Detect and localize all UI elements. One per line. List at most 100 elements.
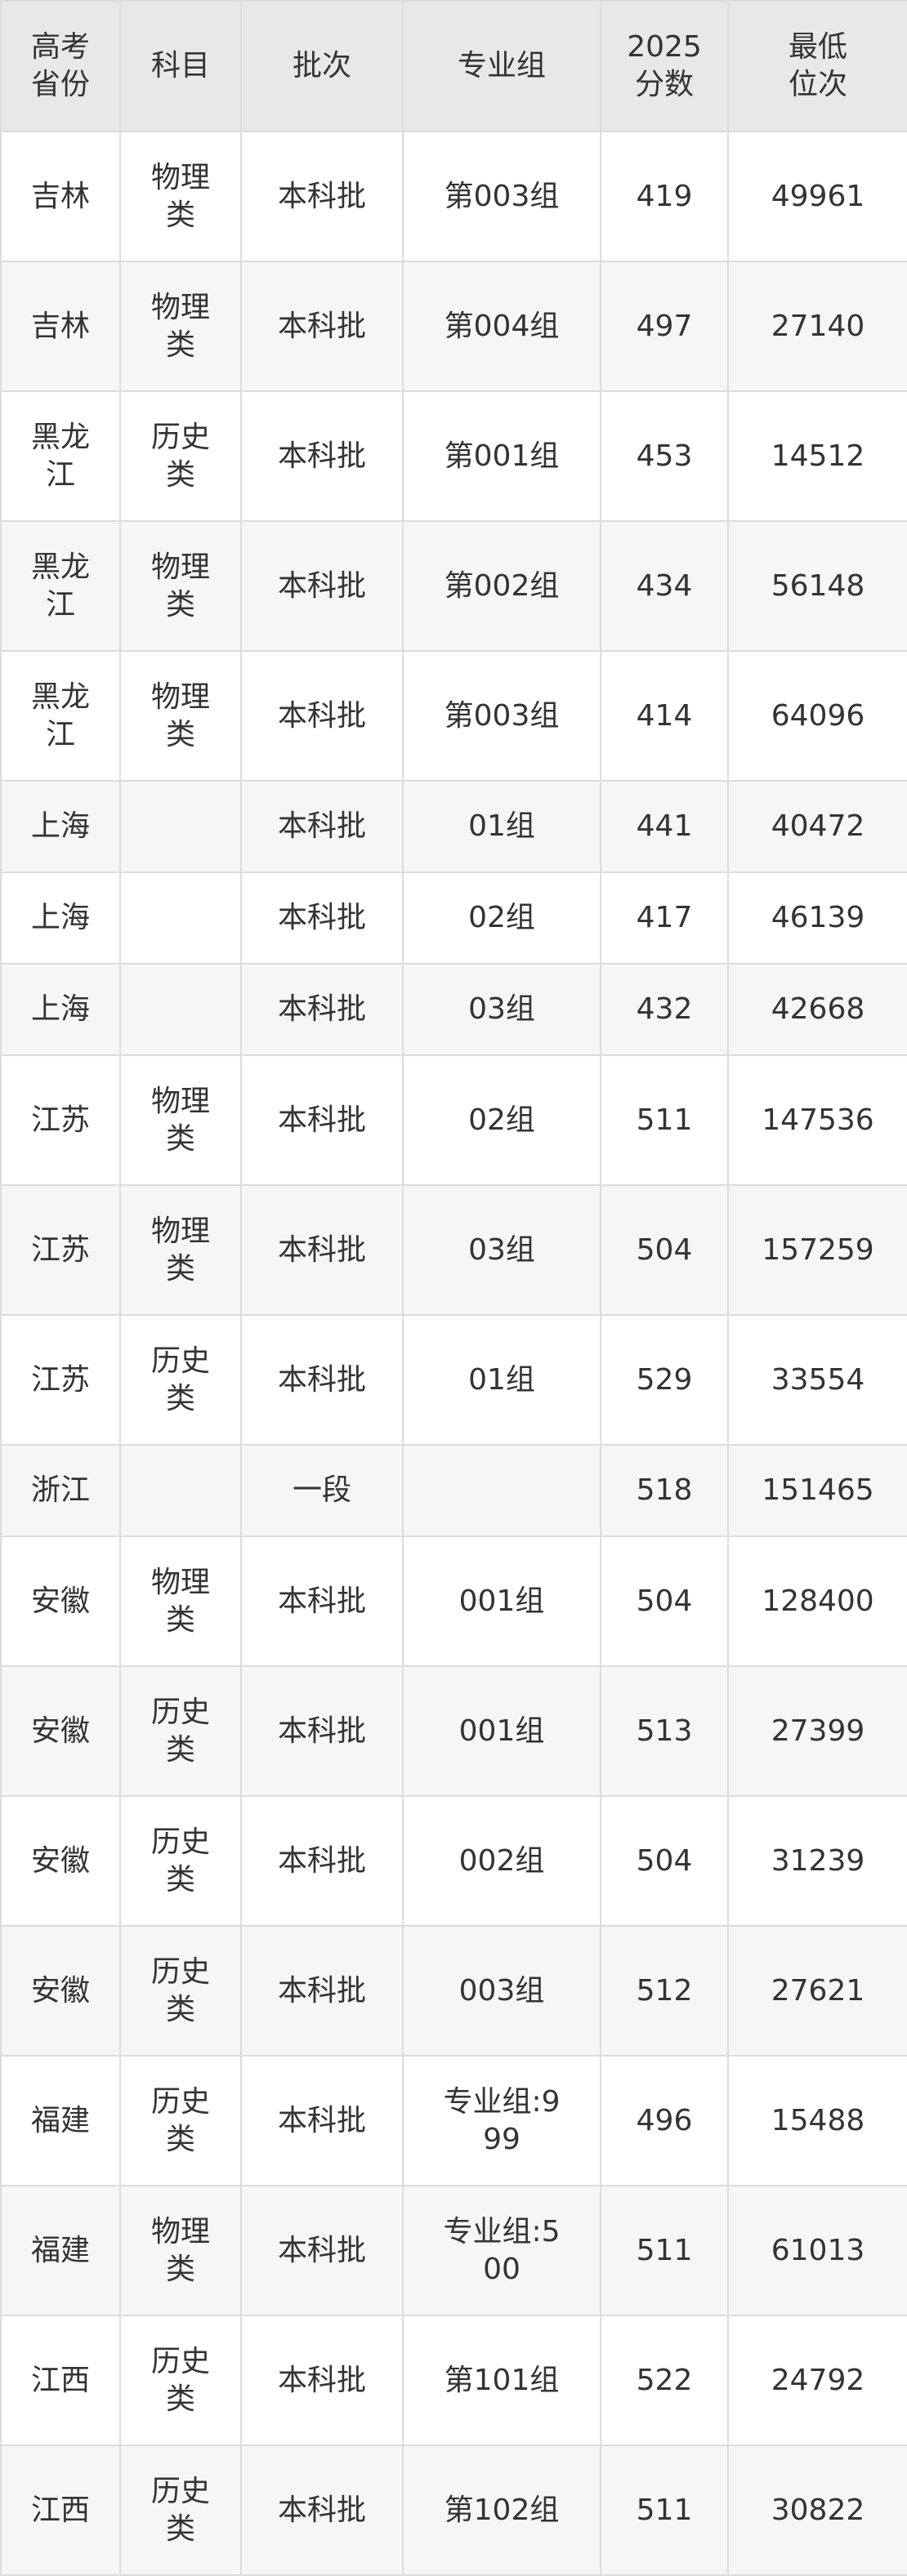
cell-text: 专业组:500 (443, 2214, 561, 2286)
cell-subject: 历史类 (119, 1795, 242, 1927)
cell-text: 518 (636, 1473, 693, 1507)
cell-text: 001组 (458, 1584, 545, 1618)
cell-text: 上海 (30, 901, 90, 934)
cell-text: 49961 (771, 179, 865, 213)
table-row: 上海 本科批 03组 432 42668 (0, 963, 907, 1056)
cell-province: 上海 (0, 963, 121, 1056)
cell-province: 安徽 (0, 1535, 121, 1667)
cell-score: 504 (600, 1535, 729, 1667)
cell-text: 31239 (771, 1843, 865, 1878)
cell-score: 511 (600, 2445, 729, 2576)
cell-text: 历史类 (150, 1695, 210, 1767)
cell-score: 496 (600, 2055, 729, 2186)
cell-text: 本科批 (277, 1584, 366, 1618)
cell-score: 414 (600, 650, 729, 782)
table-row: 浙江 一段 518 151465 (0, 1444, 907, 1537)
cell-text: 本科批 (277, 439, 366, 473)
cell-province: 上海 (0, 871, 121, 965)
cell-batch: 本科批 (240, 963, 404, 1056)
cell-text: 529 (636, 1362, 693, 1397)
cell-text: 02组 (468, 1103, 535, 1137)
cell-text: 522 (636, 2363, 693, 2397)
cell-batch: 本科批 (240, 2445, 404, 2576)
cell-min-rank: 42668 (727, 963, 907, 1056)
cell-text: 物理类 (150, 1214, 210, 1286)
table-row: 江苏 物理类 本科批 02组 511 147536 (0, 1054, 907, 1186)
cell-text: 504 (636, 1232, 693, 1267)
cell-text: 吉林 (30, 309, 90, 343)
cell-text: 001组 (458, 1714, 545, 1748)
cell-min-rank: 56148 (727, 520, 907, 652)
cell-text: 14512 (771, 439, 865, 473)
table-row: 安徽 物理类 本科批 001组 504 128400 (0, 1535, 907, 1667)
cell-text: 黑龙江 (30, 550, 90, 622)
cell-province: 吉林 (0, 261, 121, 392)
column-header-subject: 科目 (119, 0, 242, 132)
column-header-province: 高考省份 (0, 0, 121, 132)
cell-batch: 本科批 (240, 2055, 404, 2186)
cell-text: 第003组 (444, 698, 560, 733)
column-header-label: 最低位次 (788, 30, 847, 101)
cell-min-rank: 151465 (727, 1444, 907, 1537)
cell-text: 专业组:999 (443, 2084, 561, 2156)
cell-subject: 物理类 (119, 131, 242, 262)
cell-min-rank: 157259 (727, 1184, 907, 1316)
cell-text: 432 (636, 992, 693, 1026)
cell-text: 上海 (30, 809, 90, 843)
cell-text: 物理类 (150, 290, 210, 362)
cell-batch: 本科批 (240, 2185, 404, 2316)
table-row: 江西 历史类 本科批 第102组 511 30822 (0, 2445, 907, 2576)
table-header-row: 高考省份 科目 批次 专业组 2025分数 最低位次 (0, 0, 907, 132)
cell-text: 历史类 (150, 420, 210, 492)
cell-score: 434 (600, 520, 729, 652)
table-row: 福建 历史类 本科批 专业组:999 496 15488 (0, 2055, 907, 2186)
cell-text: 512 (636, 1973, 693, 2008)
column-header-label: 专业组 (457, 49, 546, 82)
cell-score: 512 (600, 1925, 729, 2057)
cell-text: 417 (636, 901, 693, 934)
cell-text: 物理类 (150, 680, 210, 751)
cell-batch: 本科批 (240, 520, 404, 652)
cell-subject: 历史类 (119, 1665, 242, 1797)
cell-text: 27140 (771, 309, 865, 343)
cell-text: 本科批 (277, 1362, 366, 1397)
cell-subject: 历史类 (119, 1925, 242, 2057)
cell-text: 002组 (458, 1843, 545, 1878)
cell-score: 432 (600, 963, 729, 1056)
cell-text: 黑龙江 (30, 420, 90, 492)
cell-text: 56148 (771, 568, 865, 603)
cell-score: 453 (600, 390, 729, 522)
cell-batch: 本科批 (240, 261, 404, 392)
cell-text: 496 (636, 2103, 693, 2137)
cell-text: 物理类 (150, 1565, 210, 1637)
cell-province: 江苏 (0, 1054, 121, 1186)
cell-text: 江苏 (30, 1232, 90, 1267)
table-row: 黑龙江 物理类 本科批 第003组 414 64096 (0, 650, 907, 782)
cell-text: 513 (636, 1714, 693, 1748)
cell-subject: 物理类 (119, 1535, 242, 1667)
cell-text: 吉林 (30, 179, 90, 213)
cell-subject: 历史类 (119, 1314, 242, 1446)
cell-text: 历史类 (150, 1954, 210, 2026)
table-row: 吉林 物理类 本科批 第004组 497 27140 (0, 261, 907, 392)
cell-min-rank: 31239 (727, 1795, 907, 1927)
cell-text: 151465 (762, 1473, 874, 1507)
cell-text: 24792 (771, 2363, 865, 2397)
cell-text: 03组 (468, 1232, 535, 1267)
cell-text: 441 (636, 809, 693, 843)
cell-major-group: 02组 (402, 1054, 601, 1186)
cell-province: 安徽 (0, 1795, 121, 1927)
cell-province: 江西 (0, 2445, 121, 2576)
cell-province: 福建 (0, 2055, 121, 2186)
cell-province: 黑龙江 (0, 390, 121, 522)
table-row: 安徽 历史类 本科批 001组 513 27399 (0, 1665, 907, 1797)
cell-text: 一段 (292, 1473, 351, 1507)
table-row: 黑龙江 历史类 本科批 第001组 453 14512 (0, 390, 907, 522)
cell-text: 第004组 (444, 309, 560, 343)
cell-text: 上海 (30, 992, 90, 1026)
cell-batch: 本科批 (240, 1665, 404, 1797)
cell-batch: 本科批 (240, 1795, 404, 1927)
cell-text: 453 (636, 439, 693, 473)
cell-score: 511 (600, 1054, 729, 1186)
cell-text: 157259 (762, 1232, 874, 1267)
